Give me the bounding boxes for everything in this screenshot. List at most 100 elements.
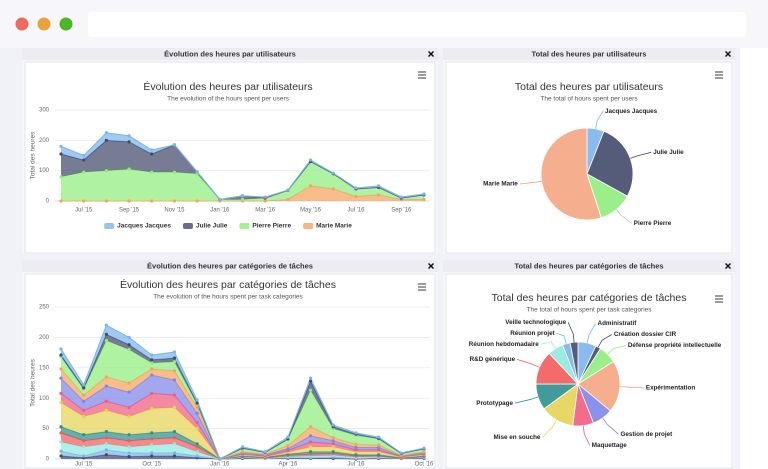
point-marker bbox=[59, 440, 63, 444]
point-marker bbox=[104, 169, 108, 173]
chart-subtitle: The evolution of the hours spent per tas… bbox=[153, 294, 303, 301]
point-marker bbox=[82, 153, 86, 158]
area-fill bbox=[61, 369, 424, 459]
close-stroke[interactable] bbox=[725, 51, 731, 57]
close-stroke[interactable] bbox=[428, 263, 434, 269]
legend-symbol[interactable] bbox=[104, 223, 115, 229]
point-marker bbox=[82, 414, 86, 419]
point-marker bbox=[422, 446, 426, 450]
pie-label: Mise en souche bbox=[494, 434, 541, 441]
point-marker bbox=[354, 194, 358, 199]
point-marker bbox=[150, 373, 154, 377]
label-connector bbox=[586, 323, 596, 344]
close-stroke[interactable] bbox=[725, 263, 731, 269]
point-marker bbox=[104, 399, 108, 403]
legend-label[interactable]: Jacques Jacques bbox=[117, 223, 171, 230]
legend-symbol[interactable] bbox=[182, 223, 193, 229]
pie-label: Gestion de projet bbox=[620, 431, 673, 438]
point-marker bbox=[104, 408, 108, 412]
x-tick-label: Mar '16 bbox=[255, 208, 275, 214]
pie-slice[interactable] bbox=[569, 341, 579, 385]
point-marker bbox=[172, 393, 177, 397]
point-marker bbox=[127, 167, 131, 171]
point-marker bbox=[127, 140, 131, 144]
legend-label[interactable]: Julie Julie bbox=[196, 223, 228, 230]
point-marker bbox=[195, 454, 199, 458]
point-marker bbox=[127, 439, 131, 443]
point-marker bbox=[377, 448, 381, 452]
right-margin bbox=[740, 48, 768, 469]
close-button[interactable] bbox=[725, 51, 731, 57]
close-button[interactable] bbox=[725, 263, 731, 269]
point-marker bbox=[150, 431, 154, 435]
point-marker bbox=[218, 457, 222, 461]
chart-title: Évolution des heures par catégories de t… bbox=[120, 278, 336, 291]
point-marker bbox=[172, 454, 177, 458]
point-marker bbox=[82, 399, 86, 403]
label-connector bbox=[582, 425, 591, 446]
close-button[interactable] bbox=[428, 263, 434, 269]
point-marker bbox=[263, 195, 267, 199]
address-bar[interactable] bbox=[88, 12, 746, 37]
close-dot[interactable] bbox=[15, 17, 29, 31]
point-marker bbox=[308, 445, 313, 449]
pie-label: Veille technologique bbox=[505, 319, 566, 326]
point-marker bbox=[195, 450, 199, 454]
legend-label[interactable]: Pierre Pierre bbox=[252, 223, 291, 230]
label-connector bbox=[516, 358, 540, 368]
point-marker bbox=[104, 436, 108, 440]
point-marker bbox=[59, 431, 63, 435]
x-tick-label: Apr '16 bbox=[278, 462, 297, 468]
pie-label: Administratif bbox=[598, 320, 638, 327]
x-tick-label: Sep '16 bbox=[391, 208, 412, 214]
area-fill bbox=[61, 454, 424, 459]
point-marker bbox=[150, 358, 154, 362]
pie-label: Marie Marie bbox=[483, 181, 518, 188]
point-marker bbox=[331, 423, 335, 427]
point-marker bbox=[127, 390, 131, 394]
legend-label[interactable]: Marie Marie bbox=[316, 223, 352, 230]
point-marker bbox=[127, 405, 131, 409]
point-marker bbox=[240, 194, 245, 198]
point-marker bbox=[150, 451, 154, 455]
point-marker bbox=[286, 435, 290, 439]
label-connector bbox=[602, 417, 619, 435]
point-marker bbox=[308, 184, 313, 188]
point-marker bbox=[172, 170, 177, 174]
point-marker bbox=[127, 451, 131, 455]
pie-label: Réunion hebdomadaire bbox=[469, 341, 539, 348]
y-tick-label: 0 bbox=[46, 457, 50, 463]
point-marker bbox=[127, 134, 131, 138]
maximize-dot[interactable] bbox=[59, 17, 73, 31]
legend-symbol[interactable] bbox=[303, 223, 314, 229]
pie-label: Expérimentation bbox=[646, 385, 695, 392]
point-marker bbox=[150, 437, 154, 441]
x-tick-label: Oct '16 bbox=[415, 462, 434, 468]
y-tick-label: 200 bbox=[39, 335, 50, 341]
panel-header bbox=[443, 48, 735, 60]
point-marker bbox=[104, 332, 108, 336]
point-marker bbox=[59, 449, 63, 453]
point-marker bbox=[150, 391, 154, 395]
close-button[interactable] bbox=[428, 51, 434, 57]
point-marker bbox=[150, 199, 154, 203]
y-axis-title: Total des heures bbox=[30, 131, 37, 179]
pie-label: Création dossier CIR bbox=[614, 331, 677, 338]
point-marker bbox=[104, 448, 108, 452]
point-marker bbox=[82, 445, 86, 449]
label-connector bbox=[542, 419, 557, 438]
pie-slice[interactable] bbox=[540, 127, 602, 221]
x-tick-label: Jan '16 bbox=[210, 208, 230, 214]
point-marker bbox=[127, 347, 131, 352]
point-marker bbox=[308, 158, 313, 162]
point-marker bbox=[82, 408, 86, 412]
label-connector bbox=[519, 180, 542, 185]
close-stroke[interactable] bbox=[428, 51, 434, 57]
point-marker bbox=[104, 442, 108, 446]
pie-label: Pierre Pierre bbox=[634, 220, 672, 227]
point-marker bbox=[308, 452, 313, 456]
minimize-dot[interactable] bbox=[37, 17, 51, 31]
point-marker bbox=[377, 453, 381, 457]
legend-symbol[interactable] bbox=[239, 223, 250, 229]
point-marker bbox=[150, 361, 154, 365]
